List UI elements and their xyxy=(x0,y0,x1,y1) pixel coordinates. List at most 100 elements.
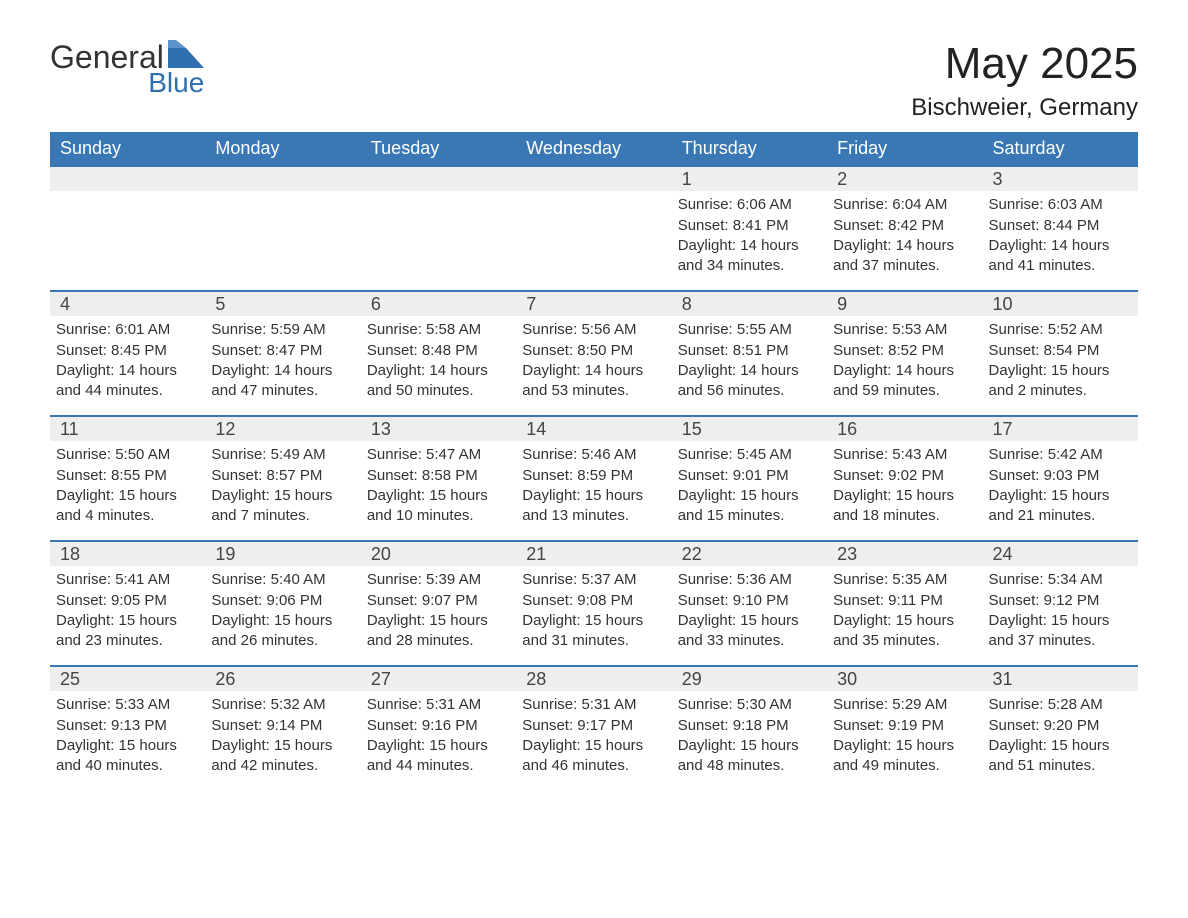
day-day1: Daylight: 14 hours xyxy=(211,361,350,381)
calendar-cell: 19Sunrise: 5:40 AMSunset: 9:06 PMDayligh… xyxy=(205,541,360,666)
day-day2: and 46 minutes. xyxy=(522,756,661,776)
day-day1: Daylight: 15 hours xyxy=(833,486,972,506)
day-day2: and 18 minutes. xyxy=(833,506,972,526)
day-content: Sunrise: 5:56 AMSunset: 8:50 PMDaylight:… xyxy=(516,316,671,415)
day-day2: and 31 minutes. xyxy=(522,631,661,651)
day-content: Sunrise: 5:37 AMSunset: 9:08 PMDaylight:… xyxy=(516,566,671,665)
day-day2: and 48 minutes. xyxy=(678,756,817,776)
day-day2: and 50 minutes. xyxy=(367,381,506,401)
calendar-week: 25Sunrise: 5:33 AMSunset: 9:13 PMDayligh… xyxy=(50,666,1138,790)
day-day2: and 51 minutes. xyxy=(989,756,1128,776)
day-number: 2 xyxy=(827,167,982,191)
day-sunset: Sunset: 9:06 PM xyxy=(211,591,350,611)
day-sunset: Sunset: 9:05 PM xyxy=(56,591,195,611)
calendar-cell: 4Sunrise: 6:01 AMSunset: 8:45 PMDaylight… xyxy=(50,291,205,416)
calendar-cell xyxy=(516,166,671,291)
calendar-cell: 7Sunrise: 5:56 AMSunset: 8:50 PMDaylight… xyxy=(516,291,671,416)
day-content: Sunrise: 5:43 AMSunset: 9:02 PMDaylight:… xyxy=(827,441,982,540)
day-content: Sunrise: 5:33 AMSunset: 9:13 PMDaylight:… xyxy=(50,691,205,790)
day-day2: and 53 minutes. xyxy=(522,381,661,401)
day-day2: and 15 minutes. xyxy=(678,506,817,526)
day-sunrise: Sunrise: 5:36 AM xyxy=(678,570,817,590)
day-sunrise: Sunrise: 6:04 AM xyxy=(833,195,972,215)
calendar-cell: 18Sunrise: 5:41 AMSunset: 9:05 PMDayligh… xyxy=(50,541,205,666)
day-number: 8 xyxy=(672,292,827,316)
calendar-head: SundayMondayTuesdayWednesdayThursdayFrid… xyxy=(50,132,1138,166)
day-sunset: Sunset: 8:54 PM xyxy=(989,341,1128,361)
day-number: 7 xyxy=(516,292,671,316)
calendar-cell: 23Sunrise: 5:35 AMSunset: 9:11 PMDayligh… xyxy=(827,541,982,666)
day-day1: Daylight: 15 hours xyxy=(56,736,195,756)
day-day1: Daylight: 15 hours xyxy=(989,486,1128,506)
calendar-cell xyxy=(205,166,360,291)
day-number xyxy=(516,167,671,191)
day-sunrise: Sunrise: 5:46 AM xyxy=(522,445,661,465)
calendar-cell: 21Sunrise: 5:37 AMSunset: 9:08 PMDayligh… xyxy=(516,541,671,666)
day-sunrise: Sunrise: 5:33 AM xyxy=(56,695,195,715)
day-number: 11 xyxy=(50,417,205,441)
day-sunrise: Sunrise: 5:49 AM xyxy=(211,445,350,465)
day-number: 26 xyxy=(205,667,360,691)
day-sunset: Sunset: 8:41 PM xyxy=(678,216,817,236)
day-day1: Daylight: 15 hours xyxy=(678,486,817,506)
day-day2: and 44 minutes. xyxy=(56,381,195,401)
day-header-row: SundayMondayTuesdayWednesdayThursdayFrid… xyxy=(50,132,1138,166)
day-header: Thursday xyxy=(672,132,827,166)
day-sunset: Sunset: 8:47 PM xyxy=(211,341,350,361)
day-day1: Daylight: 15 hours xyxy=(522,736,661,756)
day-sunrise: Sunrise: 5:59 AM xyxy=(211,320,350,340)
day-sunset: Sunset: 8:52 PM xyxy=(833,341,972,361)
day-sunset: Sunset: 9:07 PM xyxy=(367,591,506,611)
day-sunset: Sunset: 8:55 PM xyxy=(56,466,195,486)
day-content: Sunrise: 5:31 AMSunset: 9:17 PMDaylight:… xyxy=(516,691,671,790)
calendar-week: 11 Sunrise: 5:50 AMSunset: 8:55 PM Dayligh… xyxy=(50,416,1138,541)
day-number: 22 xyxy=(672,542,827,566)
day-sunset: Sunset: 8:57 PM xyxy=(211,466,350,486)
brand-text: General Blue xyxy=(50,40,204,97)
day-day2: and 7 minutes. xyxy=(211,506,350,526)
day-content: Sunrise: 5:30 AMSunset: 9:18 PMDaylight:… xyxy=(672,691,827,790)
day-content: Sunrise: 5:29 AMSunset: 9:19 PMDaylight:… xyxy=(827,691,982,790)
day-sunset: Sunset: 9:12 PM xyxy=(989,591,1128,611)
day-sunrise: Sunrise: 5:37 AM xyxy=(522,570,661,590)
calendar-cell: 29Sunrise: 5:30 AMSunset: 9:18 PMDayligh… xyxy=(672,666,827,790)
day-day1: Daylight: 15 hours xyxy=(522,486,661,506)
day-header: Monday xyxy=(205,132,360,166)
day-number: 21 xyxy=(516,542,671,566)
day-sunset: Sunset: 8:59 PM xyxy=(522,466,661,486)
day-sunrise: Sunrise: 5:58 AM xyxy=(367,320,506,340)
day-number: 4 xyxy=(50,292,205,316)
day-sunrise: Sunrise: 5:29 AM xyxy=(833,695,972,715)
brand-logo: General Blue xyxy=(50,40,204,97)
day-sunrise: Sunrise: 5:53 AM xyxy=(833,320,972,340)
day-content: Sunrise: 5:34 AMSunset: 9:12 PMDaylight:… xyxy=(983,566,1138,665)
day-day2: and 10 minutes. xyxy=(367,506,506,526)
day-sunrise: Sunrise: 6:03 AM xyxy=(989,195,1128,215)
day-day1: Daylight: 15 hours xyxy=(989,611,1128,631)
day-sunrise: Sunrise: 5:45 AM xyxy=(678,445,817,465)
calendar-cell: 28Sunrise: 5:31 AMSunset: 9:17 PMDayligh… xyxy=(516,666,671,790)
day-sunset: Sunset: 9:14 PM xyxy=(211,716,350,736)
calendar-cell: 22Sunrise: 5:36 AMSunset: 9:10 PMDayligh… xyxy=(672,541,827,666)
day-day2: and 41 minutes. xyxy=(989,256,1128,276)
day-sunrise: Sunrise: 6:01 AM xyxy=(56,320,195,340)
day-content: Sunrise: 6:06 AMSunset: 8:41 PMDaylight:… xyxy=(672,191,827,290)
calendar-cell: 31Sunrise: 5:28 AMSunset: 9:20 PMDayligh… xyxy=(983,666,1138,790)
location-label: Bischweier, Germany xyxy=(911,94,1138,122)
day-number: 14 xyxy=(516,417,671,441)
calendar-cell: 27Sunrise: 5:31 AMSunset: 9:16 PMDayligh… xyxy=(361,666,516,790)
calendar-cell: 5Sunrise: 5:59 AMSunset: 8:47 PMDaylight… xyxy=(205,291,360,416)
day-sunrise: Sunrise: 5:55 AM xyxy=(678,320,817,340)
day-day2: and 44 minutes. xyxy=(367,756,506,776)
calendar-cell: 10Sunrise: 5:52 AMSunset: 8:54 PMDayligh… xyxy=(983,291,1138,416)
day-number: 28 xyxy=(516,667,671,691)
day-day2: and 56 minutes. xyxy=(678,381,817,401)
day-sunrise: Sunrise: 5:35 AM xyxy=(833,570,972,590)
day-sunset: Sunset: 9:16 PM xyxy=(367,716,506,736)
day-sunset: Sunset: 9:08 PM xyxy=(522,591,661,611)
day-sunrise: Sunrise: 5:50 AM xyxy=(56,445,195,465)
day-content: Sunrise: 5:58 AMSunset: 8:48 PMDaylight:… xyxy=(361,316,516,415)
day-header: Wednesday xyxy=(516,132,671,166)
day-number: 25 xyxy=(50,667,205,691)
day-content: Sunrise: 5:31 AMSunset: 9:16 PMDaylight:… xyxy=(361,691,516,790)
